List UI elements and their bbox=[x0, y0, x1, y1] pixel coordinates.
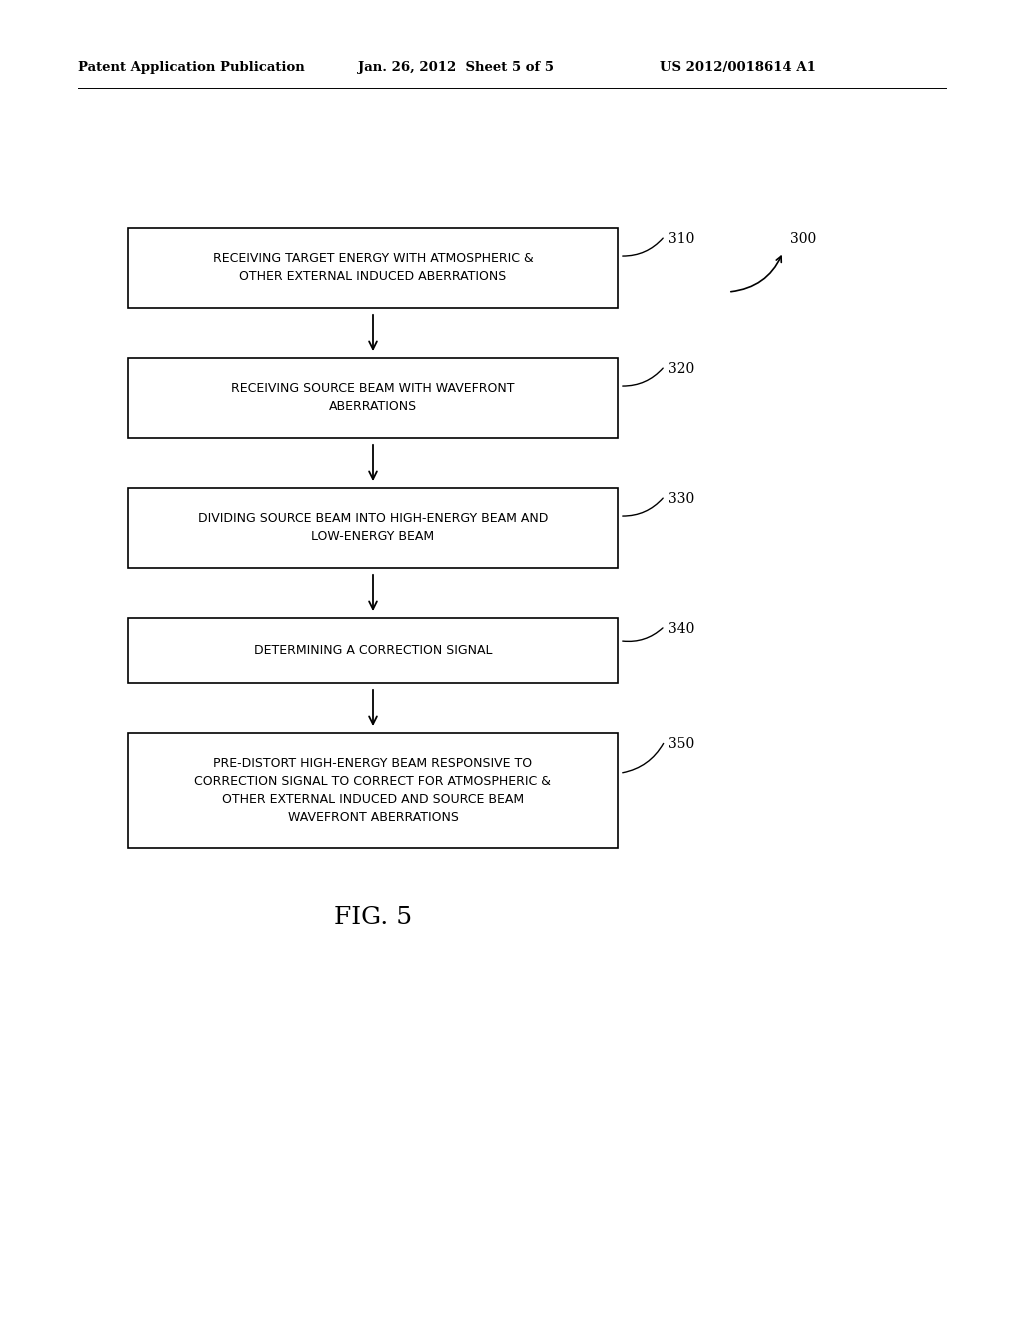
Text: 330: 330 bbox=[668, 492, 694, 506]
Bar bbox=[128, 733, 618, 847]
Text: US 2012/0018614 A1: US 2012/0018614 A1 bbox=[660, 62, 816, 74]
Text: DIVIDING SOURCE BEAM INTO HIGH-ENERGY BEAM AND
LOW-ENERGY BEAM: DIVIDING SOURCE BEAM INTO HIGH-ENERGY BE… bbox=[198, 512, 548, 544]
Text: 310: 310 bbox=[668, 232, 694, 246]
Text: 350: 350 bbox=[668, 737, 694, 751]
Text: 300: 300 bbox=[790, 232, 816, 246]
Bar bbox=[128, 488, 618, 568]
Text: RECEIVING TARGET ENERGY WITH ATMOSPHERIC &
OTHER EXTERNAL INDUCED ABERRATIONS: RECEIVING TARGET ENERGY WITH ATMOSPHERIC… bbox=[213, 252, 534, 284]
Text: PRE-DISTORT HIGH-ENERGY BEAM RESPONSIVE TO
CORRECTION SIGNAL TO CORRECT FOR ATMO: PRE-DISTORT HIGH-ENERGY BEAM RESPONSIVE … bbox=[195, 756, 552, 824]
Text: Patent Application Publication: Patent Application Publication bbox=[78, 62, 305, 74]
Text: FIG. 5: FIG. 5 bbox=[334, 907, 412, 929]
Text: 320: 320 bbox=[668, 362, 694, 376]
Bar bbox=[128, 358, 618, 438]
Text: 340: 340 bbox=[668, 622, 694, 636]
Text: DETERMINING A CORRECTION SIGNAL: DETERMINING A CORRECTION SIGNAL bbox=[254, 644, 493, 657]
Text: RECEIVING SOURCE BEAM WITH WAVEFRONT
ABERRATIONS: RECEIVING SOURCE BEAM WITH WAVEFRONT ABE… bbox=[231, 383, 515, 413]
Bar bbox=[128, 618, 618, 682]
Bar bbox=[128, 228, 618, 308]
Text: Jan. 26, 2012  Sheet 5 of 5: Jan. 26, 2012 Sheet 5 of 5 bbox=[358, 62, 554, 74]
